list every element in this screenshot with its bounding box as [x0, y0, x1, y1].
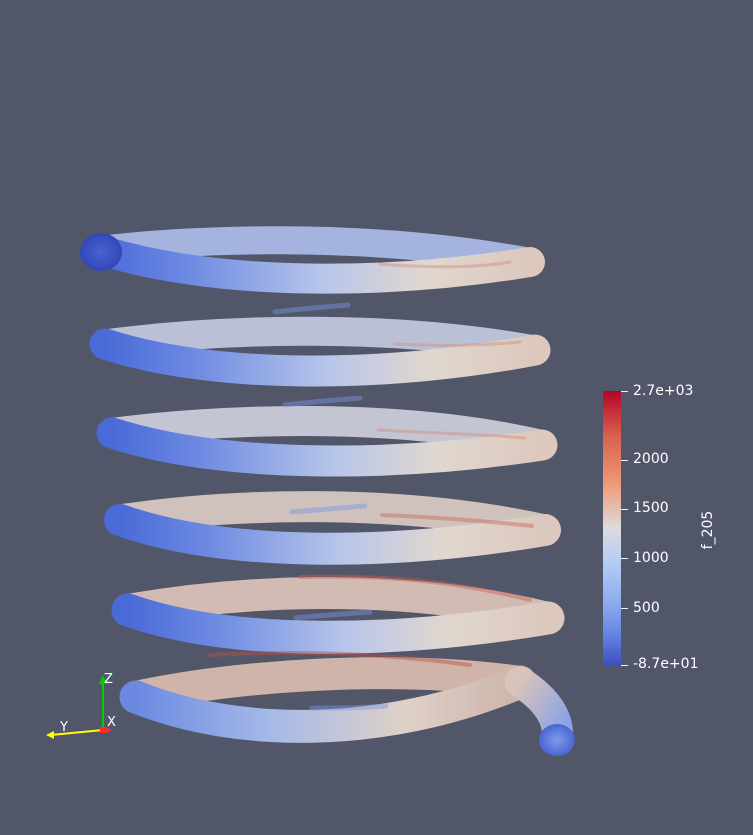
colorbar-label-max: 2.7e+03: [633, 383, 694, 399]
helix-highlight-1: [272, 302, 351, 315]
colorbar-tick-1000: [621, 558, 628, 559]
colorbar-tick-max: [621, 391, 628, 392]
axis-z-arrow: [99, 675, 107, 684]
helix-back-arcs: [86, 226, 564, 713]
helix-back-arc-3: [97, 406, 557, 460]
axis-y-line: [50, 729, 104, 736]
helix-heat-streak-6: [208, 650, 472, 667]
helix-highlights: [208, 260, 534, 711]
helix-front-coil-6: [119, 665, 537, 743]
colorbar-tick-500: [621, 608, 628, 609]
axis-y-arrow: [46, 731, 54, 739]
helix-highlight-4: [293, 609, 373, 621]
colorbar-label-2000: 2000: [633, 451, 669, 467]
colorbar-tick-min: [621, 665, 628, 666]
helix-back-arc-5: [112, 576, 564, 634]
orientation-axes: [46, 675, 112, 739]
colorbar-label-500: 500: [633, 600, 660, 616]
axis-z-label: Z: [104, 672, 113, 687]
colorbar-label-min: -8.7e+01: [633, 656, 699, 672]
helix-back-arc-6: [120, 657, 536, 713]
colorbar-tick-2000: [621, 460, 628, 461]
helix-heat-streak-2: [393, 340, 522, 347]
colorbar-label-1000: 1000: [633, 550, 669, 566]
helix-back-arc-2: [90, 316, 550, 365]
helix-front-coil-5: [111, 593, 565, 654]
helix-top-end-cap: [80, 233, 122, 271]
helix-front-coil-1: [85, 235, 545, 294]
helix-highlight-3: [289, 503, 368, 515]
helix-front-coil-3: [96, 417, 558, 477]
helix-heat-streak-3: [376, 428, 527, 440]
helix-front-coil-2: [89, 328, 551, 387]
helix-highlight-2: [282, 395, 363, 408]
axis-y-label: Y: [60, 720, 68, 735]
axis-x-label: X: [107, 715, 116, 730]
helix-heat-streak-4: [380, 513, 534, 528]
helix-bottom-end-cap: [539, 724, 575, 756]
helix-heat-streak-5: [298, 574, 532, 602]
colorbar-label-1500: 1500: [633, 500, 669, 516]
axis-origin: [100, 727, 106, 733]
helix-front-coil-4: [104, 504, 561, 565]
color-legend-bar: [603, 391, 621, 666]
colorbar-title: f_205: [700, 510, 716, 550]
colorbar-tick-1500: [621, 509, 628, 510]
helix-heat-streak-1: [378, 260, 512, 269]
helix-back-arc-4: [104, 491, 561, 546]
helix-highlight-5: [309, 703, 389, 711]
axis-x-arrow: [106, 727, 112, 733]
